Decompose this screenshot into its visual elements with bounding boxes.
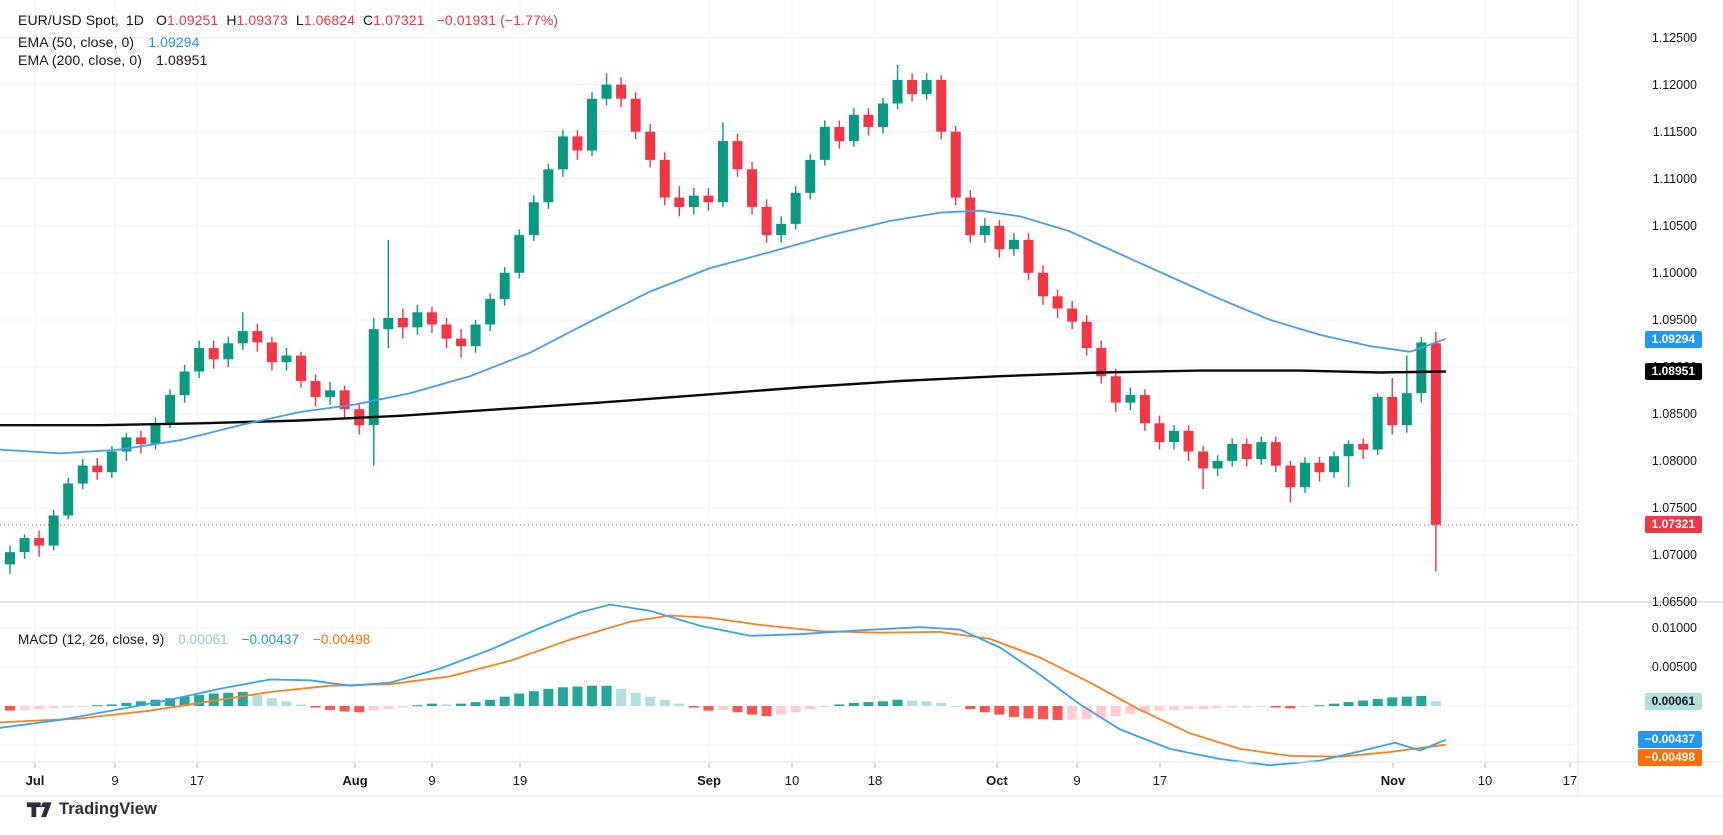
macd-label: MACD (12, 26, close, 9) — [18, 632, 165, 647]
ema200-value: 1.08951 — [156, 52, 208, 68]
axis-price-badge: 0.00061 — [1644, 692, 1702, 710]
time-label-month: Jul — [25, 773, 45, 788]
tradingview-logo-text: TradingView — [59, 800, 157, 818]
time-label-day: 17 — [1152, 773, 1168, 788]
ohlc-key: L — [295, 12, 304, 28]
ohlc-key: H — [226, 12, 237, 28]
time-label-day: 17 — [189, 773, 205, 788]
price-tick-label: 1.10500 — [1651, 218, 1697, 233]
price-tick-label: 1.11000 — [1652, 171, 1697, 186]
symbol-name: EUR/USD Spot, — [18, 12, 119, 28]
price-tick-label: 1.09500 — [1651, 312, 1697, 327]
macd-legend-row[interactable]: MACD (12, 26, close, 9) 0.00061 −0.00437… — [18, 632, 370, 647]
axis-price-badge: 1.08951 — [1644, 362, 1702, 380]
time-label-day: 10 — [1477, 773, 1493, 788]
macd-histogram-value: 0.00061 — [178, 632, 228, 647]
price-tick-label: 1.07000 — [1651, 547, 1697, 562]
ohlc-value: 1.06824 — [303, 12, 356, 28]
tradingview-logo-icon — [27, 801, 52, 817]
ohlc-key: C — [363, 12, 374, 28]
macd-line-value: −0.00437 — [241, 632, 300, 647]
time-label-month: Aug — [342, 773, 368, 788]
price-tick-label: 1.11500 — [1652, 124, 1697, 139]
symbol-legend-row[interactable]: EUR/USD Spot, 1D O1.09251 H1.09373 L1.06824… — [18, 12, 558, 28]
time-label-day: 9 — [428, 773, 436, 788]
ema50-label: EMA (50, close, 0) — [18, 34, 135, 50]
macd-tick-label: 0.00500 — [1651, 660, 1697, 674]
ema200-legend-row[interactable]: EMA (200, close, 0) 1.08951 — [18, 52, 207, 68]
price-tick-label: 1.08000 — [1651, 453, 1697, 468]
axis-price-badge: 1.09294 — [1644, 330, 1702, 348]
ohlc-key: O — [156, 12, 167, 28]
time-label-day: 18 — [867, 773, 883, 788]
price-tick-label: 1.12000 — [1651, 77, 1697, 92]
axis-price-badge: 1.07321 — [1644, 516, 1702, 534]
macd-tick-label: 0.01000 — [1651, 621, 1697, 635]
time-label-month: Nov — [1380, 773, 1406, 788]
price-tick-label: 1.07500 — [1651, 500, 1697, 515]
symbol-timeframe: 1D — [125, 12, 144, 28]
time-label-month: Oct — [986, 773, 1008, 788]
change-value: −0.01931 (−1.77%) — [436, 12, 559, 28]
ohlc-value: 1.09251 — [167, 12, 219, 28]
ohlc-value: 1.09373 — [236, 12, 288, 28]
time-label-day: 17 — [1562, 773, 1578, 788]
ema50-value: 1.09294 — [148, 34, 200, 50]
ohlc-values: O1.09251 H1.09373 L1.06824 C1.07321 — [148, 12, 425, 28]
price-tick-label: 1.10000 — [1651, 265, 1697, 280]
tradingview-logo[interactable]: TradingView — [27, 800, 157, 819]
axis-price-badge: −0.00498 — [1637, 748, 1702, 766]
price-tick-label: 1.12500 — [1651, 30, 1697, 45]
ema200-label: EMA (200, close, 0) — [18, 52, 143, 68]
ema50-legend-row[interactable]: EMA (50, close, 0) 1.09294 — [18, 34, 200, 50]
ohlc-value: 1.07321 — [373, 12, 425, 28]
time-label-day: 9 — [111, 773, 119, 788]
macd-signal-value: −0.00498 — [312, 632, 371, 647]
time-label-day: 19 — [512, 773, 528, 788]
time-label-month: Sep — [697, 773, 721, 788]
time-label-day: 9 — [1073, 773, 1081, 788]
axis-price-badge: −0.00437 — [1637, 730, 1702, 748]
time-label-day: 10 — [784, 773, 800, 788]
price-tick-label: 1.06500 — [1651, 595, 1697, 609]
price-tick-label: 1.08500 — [1651, 406, 1697, 421]
